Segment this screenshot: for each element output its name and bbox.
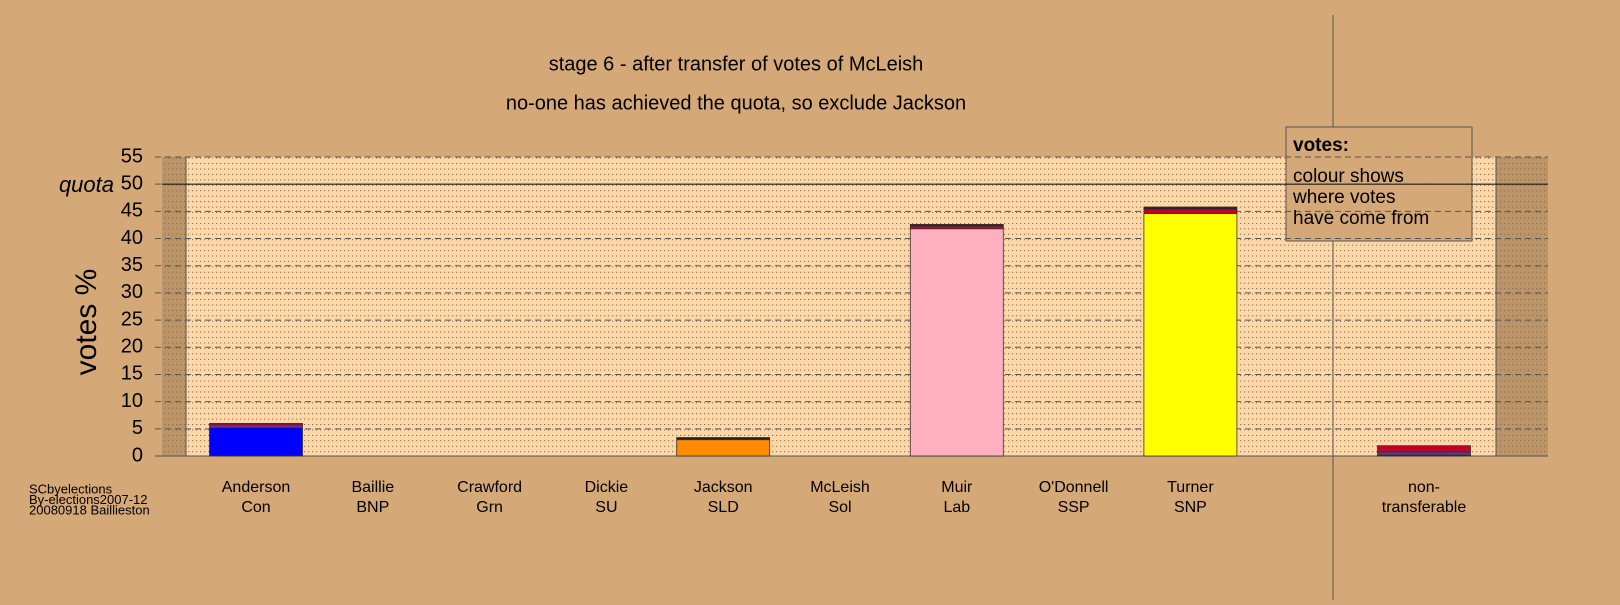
y-tick-label: 30: [121, 281, 143, 303]
y-tick-label: 20: [121, 336, 143, 358]
bar-segment: [676, 439, 771, 457]
y-tick-label: 40: [121, 227, 143, 249]
footnote: 20080918 Baillieston: [29, 502, 150, 517]
bar-segment: [676, 437, 771, 441]
legend-text: where votes: [1292, 187, 1395, 208]
x-tick-label: Jackson: [694, 479, 753, 496]
chart-subtitle: no-one has achieved the quota, so exclud…: [506, 92, 966, 114]
y-axis-label: votes %: [70, 269, 103, 376]
x-tick-label: Crawford: [457, 479, 522, 496]
y-tick-label: 5: [132, 417, 143, 439]
x-tick-label: Anderson: [222, 479, 291, 496]
x-tick-label: BNP: [356, 499, 389, 516]
y-tick-label: 10: [121, 390, 143, 412]
bar-segment: [209, 427, 303, 457]
y-tick-label: 55: [121, 145, 143, 167]
x-tick-label: SLD: [708, 499, 739, 516]
x-tick-label: SSP: [1058, 499, 1090, 516]
bar-segment: [909, 225, 1004, 230]
bar-segment: [209, 422, 303, 426]
x-tick-label: SU: [595, 499, 617, 516]
x-tick-label: Turner: [1167, 479, 1214, 496]
bar-segment: [1377, 445, 1471, 453]
y-tick-label: 45: [121, 200, 143, 222]
bar-segment: [1143, 213, 1238, 457]
footnote: SCbyelections: [29, 481, 113, 496]
x-tick-label: Con: [241, 499, 270, 516]
x-tick-label: Lab: [943, 499, 970, 516]
bar-segment: [1377, 451, 1471, 456]
x-tick-label: transferable: [1382, 499, 1467, 516]
legend-text: colour shows: [1293, 166, 1404, 187]
y-tick-label: 15: [121, 363, 143, 385]
footnote: By-elections2007-12: [29, 492, 148, 507]
legend-text: have come from: [1293, 208, 1429, 229]
x-tick-label: SNP: [1174, 499, 1207, 516]
chart-title: stage 6 - after transfer of votes of McL…: [549, 53, 924, 75]
x-tick-label: Baillie: [351, 479, 394, 496]
x-tick-label: Grn: [476, 499, 503, 516]
x-tick-label: Sol: [828, 499, 851, 516]
x-tick-label: Muir: [941, 479, 973, 496]
x-tick-label: non-: [1408, 479, 1440, 496]
y-tick-label: 25: [121, 308, 143, 330]
x-tick-label: McLeish: [810, 479, 870, 496]
y-tick-label: 50: [121, 172, 143, 194]
y-tick-label: 0: [132, 444, 143, 466]
bar-segment: [1143, 206, 1238, 210]
bar-segment: [909, 228, 1004, 457]
bar-segment: [209, 424, 303, 429]
bar-segment: [1143, 208, 1238, 214]
x-tick-label: O'Donnell: [1039, 479, 1109, 496]
quota-label: quota: [59, 172, 114, 197]
bar-segment: [909, 224, 1004, 227]
y-tick-label: 35: [121, 254, 143, 276]
x-tick-label: Dickie: [585, 479, 629, 496]
legend-title: votes:: [1293, 135, 1349, 156]
